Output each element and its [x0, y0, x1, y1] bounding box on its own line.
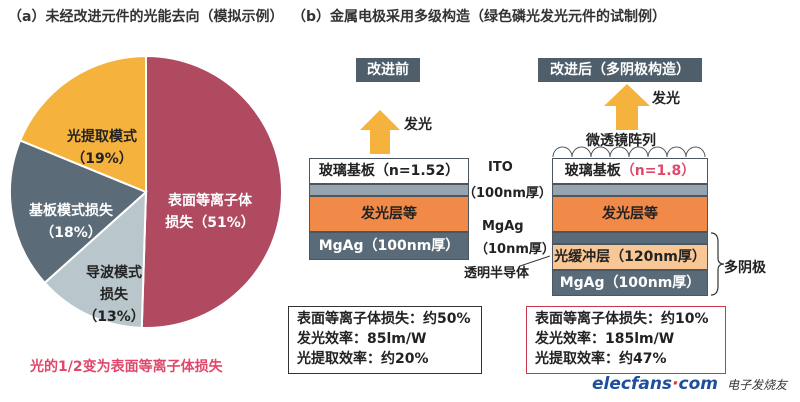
semi-leader-line [520, 255, 550, 267]
pie-label-line: 导波模式 [86, 265, 142, 281]
mgag-label: MgAg [482, 219, 524, 234]
pie-chart [9, 54, 283, 329]
before-metric-line: 表面等离子体损失：约50% [297, 311, 471, 327]
before-mgag-layer: MgAg（100nm厚） [309, 232, 469, 260]
pie-label-extraction: 光提取模式 （19%） [52, 126, 152, 170]
ito-thickness: （100nm厚） [463, 186, 552, 201]
microlens-array-icon [552, 146, 706, 158]
pie-label-line: 光提取模式 [67, 129, 137, 145]
mgag-thickness: （10nm厚） [475, 242, 555, 257]
right-panel-title: （b）金属电极采用多级构造（绿色磷光发光元件的试制例） [292, 9, 667, 25]
pie-label-line: （19%） [71, 151, 133, 167]
watermark-dot: · [672, 374, 679, 394]
light-arrow-before-icon [360, 110, 400, 154]
pie-slice-surface-plasmon [140, 54, 283, 329]
pie-slice-waveguide [43, 189, 148, 329]
microlens-label: 微透镜阵列 [586, 133, 656, 149]
after-metrics-box: 表面等离子体损失：约10% 发光效率：185lm/W 光提取效率：约47% [526, 306, 726, 374]
before-metric-line: 发光效率：85lm/W [297, 331, 427, 347]
before-emit-layer: 发光层等 [309, 196, 469, 232]
pie-label-line: （13%） [83, 309, 145, 325]
after-buffer-layer: 光缓冲层（120nm厚） [552, 244, 708, 270]
pie-label-surface-plasmon: 表面等离子体 损失（51%） [150, 190, 270, 234]
before-header: 改进前 [356, 58, 420, 82]
watermark-cn: 电子发烧友 [727, 378, 788, 392]
pie-label-line: 基板模式损失 [29, 203, 113, 219]
light-arrow-after-icon [604, 84, 650, 130]
before-ito-layer [309, 184, 469, 196]
pie-label-line: 损失（51%） [165, 215, 255, 231]
pie-slice-substrate [9, 139, 148, 285]
watermark-brand: elecfans [592, 374, 673, 394]
before-light-label: 发光 [404, 117, 432, 133]
left-panel-title: （a）未经改进元件的光能去向（模拟示例） [8, 9, 284, 25]
pie-caption: 光的1/2变为表面等离子体损失 [30, 359, 223, 375]
pie-label-waveguide: 导波模式 损失 （13%） [72, 262, 156, 328]
pie-slice-extraction [18, 54, 147, 194]
before-metric-line: 光提取效率：约20% [297, 351, 429, 367]
ito-label: ITO [488, 160, 513, 175]
before-metrics-box: 表面等离子体损失：约50% 发光效率：85lm/W 光提取效率：约20% [288, 306, 482, 374]
before-glass-substrate: 玻璃基板（n=1.52） [309, 158, 469, 184]
after-emit-layer: 发光层等 [552, 196, 708, 232]
after-light-label: 发光 [652, 91, 680, 107]
after-thin-mgag-layer [552, 232, 708, 244]
pie-label-line: （18%） [40, 225, 102, 241]
after-header: 改进后（多阴极构造） [538, 58, 702, 82]
watermark-com: com [678, 374, 719, 394]
multi-cathode-brace-icon [710, 232, 725, 296]
multi-cathode-label: 多阴极 [724, 260, 766, 276]
after-metric-line: 发光效率：185lm/W [535, 331, 675, 347]
transparent-semiconductor-label: 透明半导体 [464, 266, 530, 281]
after-glass-substrate: 玻璃基板（n=1.8） [552, 158, 708, 184]
pie-label-substrate: 基板模式损失 （18%） [16, 200, 126, 244]
after-glass-index: （n=1.8） [620, 163, 696, 179]
after-ito-layer [552, 184, 708, 196]
after-glass-label: 玻璃基板 [564, 163, 621, 179]
pie-label-line: 表面等离子体 [168, 193, 252, 209]
after-metric-line: 光提取效率：约47% [535, 351, 667, 367]
after-metric-line: 表面等离子体损失：约10% [535, 311, 709, 327]
elecfans-watermark: elecfans·com 电子发烧友 [592, 374, 787, 394]
pie-label-line: 损失 [100, 287, 128, 303]
after-mgag-layer: MgAg（100nm厚） [552, 270, 708, 296]
